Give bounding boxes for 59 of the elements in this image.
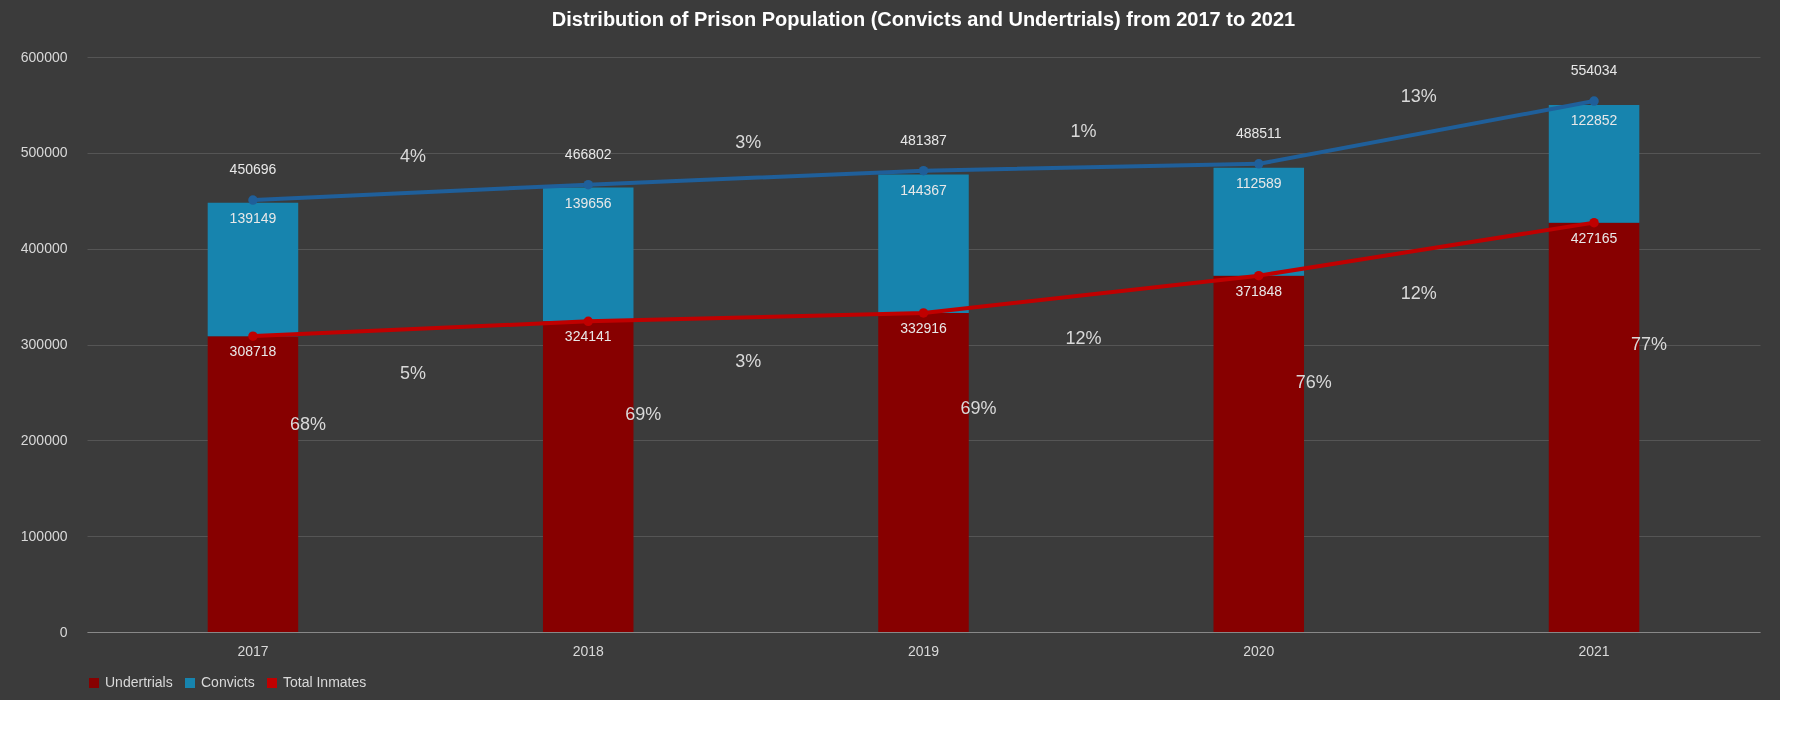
annotation: 13% — [1400, 86, 1437, 107]
data-label: 122852 — [1570, 111, 1618, 128]
data-label: 144367 — [900, 181, 948, 198]
y-tick-label: 200000 — [20, 431, 68, 448]
data-label: 450696 — [229, 161, 277, 178]
chart-title: Distribution of Prison Population (Convicts and Undertrials) from 2017 to 2021 — [551, 8, 1296, 30]
annotation: 69% — [625, 403, 662, 424]
annotation: 1% — [1070, 121, 1097, 142]
point — [248, 331, 258, 341]
point — [1589, 217, 1599, 228]
point — [1254, 270, 1264, 281]
legend-label: Total Inmates — [283, 674, 367, 690]
bar — [542, 187, 634, 322]
bar — [878, 174, 969, 313]
annotation: 12% — [1400, 283, 1437, 304]
y-tick-label: 300000 — [20, 336, 68, 352]
annotation: 3% — [735, 131, 762, 152]
point — [918, 308, 929, 318]
annotation: 3% — [735, 351, 762, 372]
data-label: 139149 — [229, 209, 277, 226]
x-tick-label: 2020 — [1243, 642, 1275, 659]
point — [583, 179, 593, 190]
x-tick-label: 2017 — [237, 642, 269, 659]
annotation: 68% — [289, 413, 326, 434]
point — [918, 165, 929, 176]
data-label: 371848 — [1235, 282, 1283, 299]
legend-label: Undertrials — [105, 674, 173, 690]
x-tick-label: 2021 — [1578, 642, 1610, 659]
data-label: 488511 — [1235, 124, 1282, 141]
y-tick-label: 100000 — [20, 527, 68, 544]
bar — [1548, 104, 1640, 223]
point — [583, 316, 593, 327]
annotation: 77% — [1631, 334, 1668, 355]
point — [1254, 159, 1264, 169]
bar — [207, 202, 299, 337]
y-tick-label: 600000 — [20, 48, 68, 65]
bar — [1213, 167, 1305, 276]
x-tick-label: 2019 — [907, 642, 940, 659]
legend-label: Convicts — [201, 674, 255, 690]
y-tick-label: 500000 — [20, 144, 68, 161]
y-tick-label: 400000 — [20, 240, 68, 257]
data-label: 332916 — [900, 319, 948, 336]
data-label: 481387 — [900, 131, 948, 148]
point — [1589, 96, 1599, 106]
data-label: 139656 — [564, 194, 612, 211]
data-label: 308718 — [229, 343, 277, 360]
annotation: 5% — [399, 362, 426, 383]
annotation: 76% — [1295, 371, 1332, 392]
point — [248, 195, 258, 205]
y-tick-label: 0 — [59, 623, 68, 640]
data-label: 466802 — [564, 145, 612, 162]
x-tick-label: 2018 — [572, 642, 605, 659]
data-label: 554034 — [1570, 62, 1618, 79]
data-label: 324141 — [564, 328, 612, 345]
data-label: 427165 — [1570, 229, 1618, 246]
data-label: 112589 — [1235, 174, 1282, 191]
annotation: 4% — [399, 146, 426, 167]
annotation: 69% — [960, 397, 997, 418]
annotation: 12% — [1065, 328, 1102, 349]
